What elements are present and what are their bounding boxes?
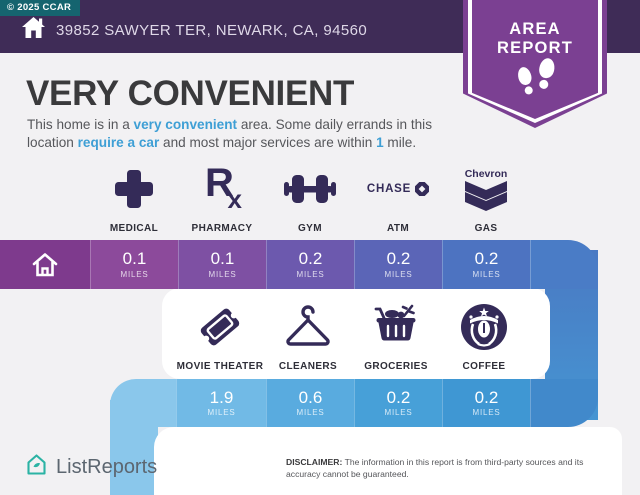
distance-segment: 0.6 MILES (266, 379, 354, 427)
chase-atm-icon: CHASE (367, 162, 430, 216)
movie-ticket-icon (194, 300, 246, 354)
home-marker (0, 240, 90, 289)
amenity-medical: MEDICAL (90, 162, 178, 234)
distance-segment: 0.2 MILES (266, 240, 354, 289)
property-address: 39852 SAWYER TER, NEWARK, CA, 94560 (56, 21, 368, 39)
badge-line2: REPORT (497, 39, 573, 58)
amenity-gas: Chevron GAS (442, 162, 530, 235)
distance-segment: 0.1 MILES (178, 240, 266, 289)
amenity-row-2: MOVIE THEATER CLEANERS (176, 300, 528, 372)
intro-paragraph: This home is in a very convenient area. … (27, 117, 432, 151)
area-report-badge: AREA REPORT (463, 0, 607, 128)
listreports-logo: ListReports (24, 452, 157, 482)
distance-segment: 0.2 MILES (442, 379, 530, 427)
medical-cross-icon (111, 162, 157, 216)
home-icon (20, 14, 47, 46)
gym-dumbbell-icon (279, 162, 341, 216)
pipe-corner (530, 379, 598, 427)
amenity-movie-theater: MOVIE THEATER (176, 300, 264, 372)
amenity-gym: GYM (266, 162, 354, 234)
distance-bar-1: 0.1 MILES 0.1 MILES 0.2 MILES 0.2 MILES 0.2 M… (0, 240, 598, 289)
grocery-basket-icon (370, 300, 422, 354)
copyright-badge: © 2025 CCAR (0, 0, 81, 16)
distance-segment: 1.9 MILES (176, 379, 266, 427)
amenity-groceries: GROCERIES (352, 300, 440, 372)
listreports-wordmark: ListReports (56, 455, 158, 478)
disclaimer-card (154, 427, 622, 495)
pipe-corner (530, 240, 598, 289)
page-title: VERY CONVENIENT (26, 74, 355, 113)
amenity-cleaners: CLEANERS (264, 300, 352, 372)
badge-line1: AREA (509, 20, 561, 38)
amenity-coffee: COFFEE (440, 300, 528, 372)
home-outline-icon (32, 252, 58, 276)
chevron-gas-icon: Chevron (465, 162, 507, 216)
distance-segment: 0.2 MILES (442, 240, 530, 289)
clothes-hanger-icon (283, 300, 333, 354)
listreports-house-icon (24, 452, 49, 482)
disclaimer-text: DISCLAIMER: The information in this repo… (286, 457, 584, 480)
distance-segment: 0.2 MILES (354, 379, 442, 427)
distance-segment: 0.1 MILES (90, 240, 178, 289)
distance-segment: 0.2 MILES (354, 240, 442, 289)
pipe-elbow (110, 379, 176, 427)
distance-bar-2: 1.9 MILES 0.6 MILES 0.2 MILES 0.2 MILES (110, 379, 598, 427)
amenity-atm: CHASE ATM (354, 162, 442, 234)
starbucks-siren-icon (459, 300, 509, 354)
footprints-icon (463, 56, 607, 96)
